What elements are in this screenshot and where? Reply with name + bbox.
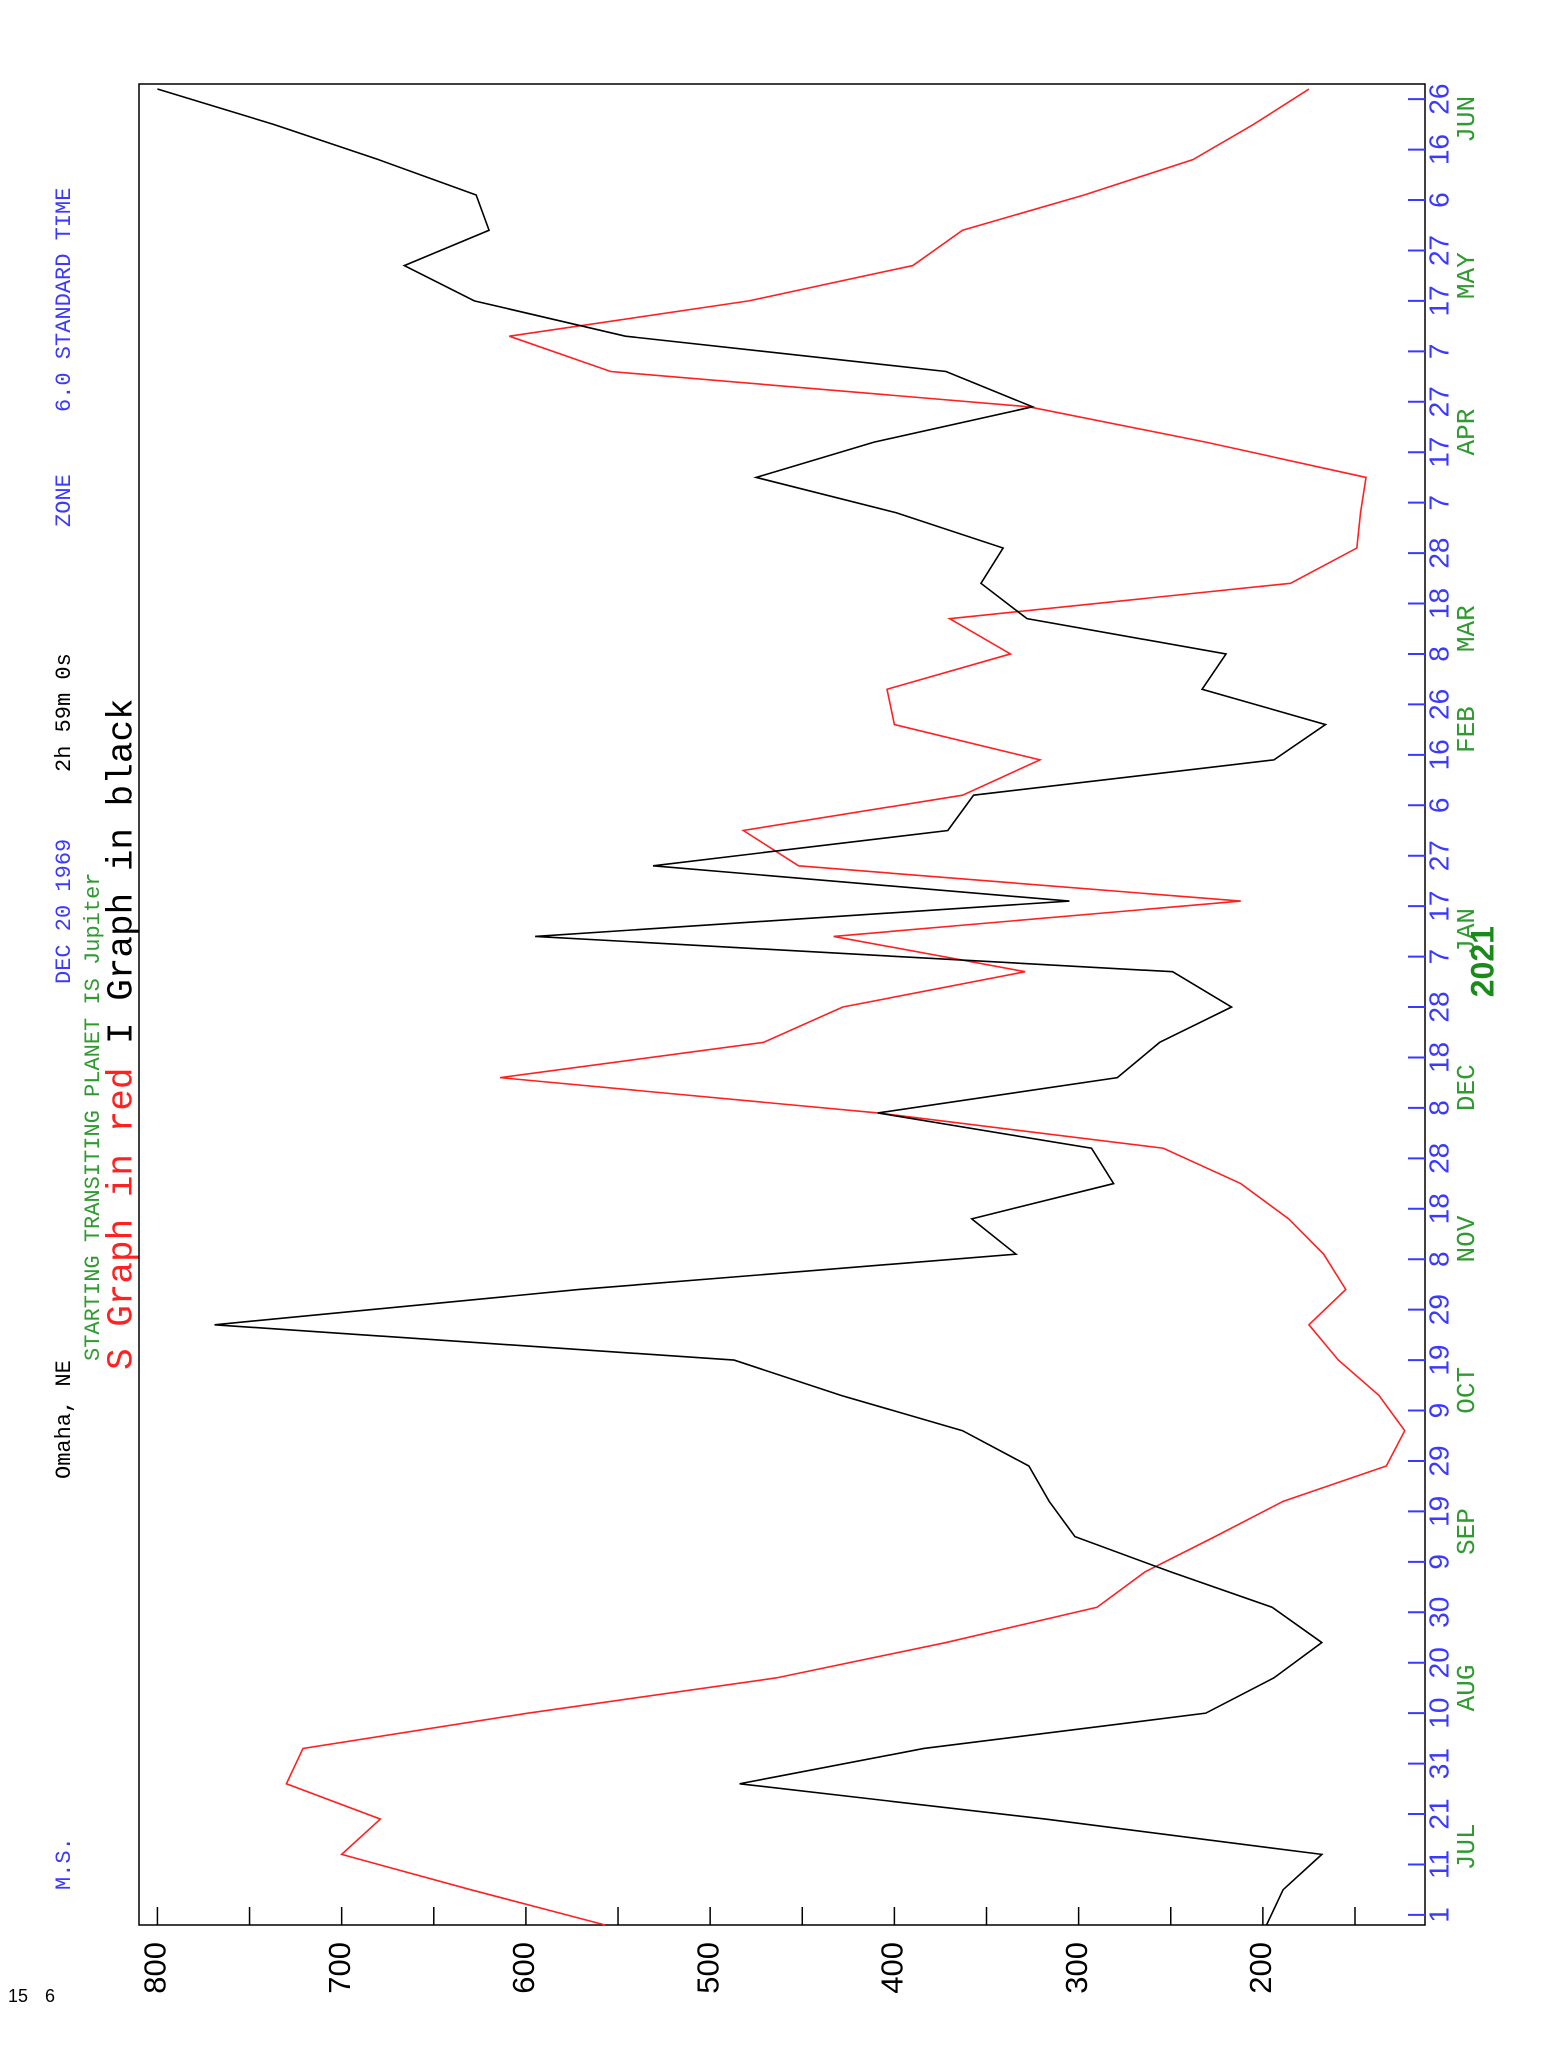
x-tick-label: 18 xyxy=(1423,1193,1454,1224)
month-label: NOV xyxy=(1452,1215,1482,1262)
x-tick-label: 9 xyxy=(1423,1403,1454,1419)
x-tick-label: 6 xyxy=(1423,797,1454,813)
corner-text: 6 xyxy=(45,1986,55,2006)
series-line xyxy=(157,88,1328,1926)
x-tick-label: 19 xyxy=(1423,1345,1454,1376)
x-tick-label: 8 xyxy=(1423,1251,1454,1267)
year-label: 2021 xyxy=(1464,926,1500,997)
month-label: SEP xyxy=(1452,1508,1482,1555)
x-tick-label: 9 xyxy=(1423,1554,1454,1570)
y-tick-label: 800 xyxy=(138,1942,173,1994)
y-tick-label: 200 xyxy=(1243,1942,1278,1994)
month-label: JUN xyxy=(1452,96,1482,143)
x-tick-label: 29 xyxy=(1423,1294,1454,1325)
x-tick-label: 19 xyxy=(1423,1496,1454,1527)
x-tick-label: 7 xyxy=(1423,949,1454,965)
date: DEC 20 1969 xyxy=(52,839,77,984)
month-label: DEC xyxy=(1452,1064,1482,1111)
x-tick-label: 27 xyxy=(1423,235,1454,266)
month-label: OCT xyxy=(1452,1367,1482,1414)
x-tick-label: 17 xyxy=(1423,891,1454,922)
y-tick-label: 700 xyxy=(322,1942,357,1994)
x-tick-label: 16 xyxy=(1423,134,1454,165)
month-label: AUG xyxy=(1452,1665,1482,1712)
x-tick-label: 28 xyxy=(1423,1143,1454,1174)
corner-text: 15 xyxy=(8,1986,28,2006)
month-label: MAY xyxy=(1452,252,1482,299)
x-tick-label: 10 xyxy=(1423,1698,1454,1729)
x-tick-label: 28 xyxy=(1423,991,1454,1022)
x-tick-label: 18 xyxy=(1423,1042,1454,1073)
zone: 6.0 STANDARD TIME xyxy=(52,188,77,412)
legend-entry: I Graph in black xyxy=(102,698,143,1044)
y-tick-label: 300 xyxy=(1059,1942,1094,1994)
month-label: FEB xyxy=(1452,706,1482,753)
x-tick-label: 30 xyxy=(1423,1597,1454,1628)
time: 2h 59m 0s xyxy=(52,653,77,772)
series-line xyxy=(285,88,1406,1926)
x-tick-label: 21 xyxy=(1423,1798,1454,1829)
planet-line: STARTING TRANSITING PLANET IS Jupiter xyxy=(81,873,106,1361)
x-tick-label: 17 xyxy=(1423,285,1454,316)
station: M.S. xyxy=(52,1837,77,1890)
y-tick-label: 500 xyxy=(690,1942,725,1994)
x-tick-label: 31 xyxy=(1423,1748,1454,1779)
legend-entry: S Graph in red xyxy=(102,1068,143,1370)
x-tick-label: 17 xyxy=(1423,437,1454,468)
y-tick-label: 600 xyxy=(506,1942,541,1994)
x-tick-label: 29 xyxy=(1423,1445,1454,1476)
x-tick-label: 6 xyxy=(1423,192,1454,208)
x-tick-label: 11 xyxy=(1423,1850,1454,1879)
x-tick-label: 1 xyxy=(1423,1907,1454,1923)
x-tick-label: 27 xyxy=(1423,840,1454,871)
x-tick-label: 7 xyxy=(1423,344,1454,360)
x-tick-label: 8 xyxy=(1423,646,1454,662)
month-label: JAN xyxy=(1452,908,1482,955)
x-tick-label: 18 xyxy=(1423,588,1454,619)
x-tick-label: 27 xyxy=(1423,386,1454,417)
location: Omaha, NE xyxy=(52,1360,77,1479)
x-tick-label: 20 xyxy=(1423,1647,1454,1678)
x-tick-label: 26 xyxy=(1423,689,1454,720)
zone-label: ZONE xyxy=(52,474,77,527)
x-tick-label: 16 xyxy=(1423,739,1454,770)
x-tick-label: 7 xyxy=(1423,495,1454,511)
x-tick-label: 26 xyxy=(1423,84,1454,115)
x-tick-label: 28 xyxy=(1423,537,1454,568)
month-label: APR xyxy=(1452,409,1482,456)
x-tick-label: 8 xyxy=(1423,1100,1454,1116)
month-label: MAR xyxy=(1452,605,1482,652)
plot-frame xyxy=(138,83,1426,1926)
month-label: JUL xyxy=(1452,1823,1482,1870)
y-tick-label: 400 xyxy=(875,1942,910,1994)
rotated-plot: M.S. Omaha, NE DEC 20 1969 2h 59m 0s ZON… xyxy=(52,83,1500,1994)
